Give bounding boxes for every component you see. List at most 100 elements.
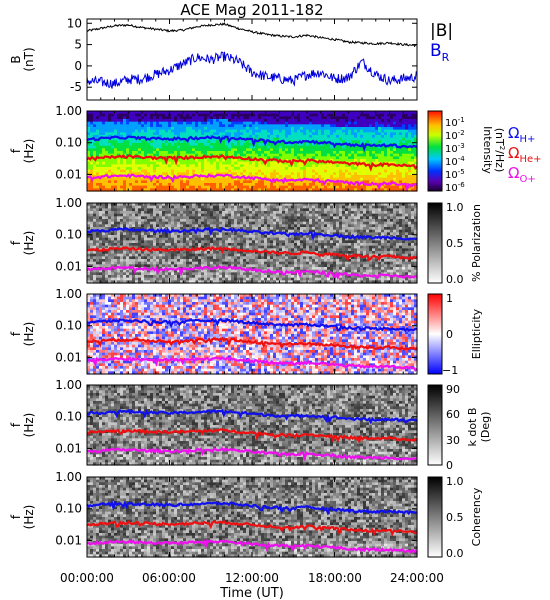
- spectrogram-cell: [252, 145, 256, 149]
- spectrogram-cell: [93, 129, 97, 133]
- spectrogram-cell: [159, 153, 163, 157]
- spectrogram-cell: [126, 232, 130, 236]
- spectrogram-cell: [96, 232, 100, 236]
- spectrogram-cell: [360, 145, 364, 149]
- spectrogram-cell: [234, 111, 238, 115]
- spectrogram-cell: [264, 119, 268, 123]
- spectrogram-cell: [177, 124, 181, 128]
- spectrogram-cell: [246, 111, 250, 115]
- spectrogram-cell: [354, 137, 358, 141]
- spectrogram-cell: [339, 167, 343, 171]
- spectrogram-cell: [276, 156, 280, 160]
- spectrogram-cell: [165, 172, 169, 176]
- spectrogram-cell: [147, 119, 151, 123]
- spectrogram-cell: [132, 113, 136, 117]
- spectrogram-cell: [252, 151, 256, 155]
- spectrogram-cell: [171, 269, 175, 273]
- spectrogram-cell: [177, 121, 181, 125]
- spectrogram-cell: [405, 135, 409, 139]
- spectrogram-cell: [369, 111, 373, 115]
- spectrogram-cell: [126, 124, 130, 128]
- spectrogram-cell: [120, 167, 124, 171]
- spectrogram-cell: [231, 277, 235, 281]
- spectrogram-cell: [243, 121, 247, 125]
- spectrogram-cell: [138, 203, 142, 207]
- spectrogram-cell: [177, 111, 181, 115]
- spectrogram-cell: [363, 180, 367, 184]
- spectrogram-cell: [273, 153, 277, 157]
- spectrogram-cell: [213, 259, 217, 263]
- spectrogram-cell: [402, 132, 406, 136]
- spectrogram-cell: [99, 277, 103, 281]
- spectrogram-cell: [270, 119, 274, 123]
- spectrogram-cell: [138, 272, 142, 276]
- spectrogram-cell: [204, 164, 208, 168]
- spectrogram-cell: [252, 156, 256, 160]
- spectrogram-cell: [177, 256, 181, 260]
- spectrogram-cell: [138, 111, 142, 115]
- spectrogram-cell: [171, 164, 175, 168]
- spectrogram-cell: [231, 235, 235, 239]
- spectrogram-cell: [303, 172, 307, 176]
- spectrogram-cell: [99, 213, 103, 217]
- spectrogram-cell: [87, 124, 91, 128]
- spectrogram-cell: [189, 264, 193, 268]
- spectrogram-cell: [129, 261, 133, 265]
- spectrogram-cell: [168, 245, 172, 249]
- spectrogram-cell: [180, 140, 184, 144]
- spectrogram-cell: [309, 143, 313, 147]
- spectrogram-cell: [201, 277, 205, 281]
- spectrogram-cell: [165, 275, 169, 279]
- spectrogram-cell: [231, 259, 235, 263]
- spectrogram-cell: [243, 272, 247, 276]
- spectrogram-cell: [150, 116, 154, 120]
- spectrogram-cell: [231, 121, 235, 125]
- spectrogram-cell: [321, 169, 325, 173]
- spectrogram-cell: [327, 161, 331, 165]
- spectrogram-cell: [138, 253, 142, 257]
- spectrogram-cell: [351, 135, 355, 139]
- spectrogram-cell: [102, 275, 106, 279]
- spectrogram-cell: [249, 143, 253, 147]
- spectrogram-cell: [357, 151, 361, 155]
- spectrogram-cell: [171, 172, 175, 176]
- spectrogram-cell: [345, 177, 349, 181]
- spectrogram-cell: [147, 256, 151, 260]
- spectrogram-cell: [132, 145, 136, 149]
- spectrogram-cell: [177, 243, 181, 247]
- spectrogram-cell: [171, 153, 175, 157]
- spectrogram-cell: [117, 224, 121, 228]
- spectrogram-cell: [405, 172, 409, 176]
- spectrogram-cell: [279, 148, 283, 152]
- spectrogram-cell: [372, 169, 376, 173]
- spectrogram-cell: [384, 185, 388, 189]
- spectrogram-cell: [147, 205, 151, 209]
- spectrogram-cell: [207, 148, 211, 152]
- spectrogram-cell: [279, 180, 283, 184]
- spectrogram-cell: [372, 113, 376, 117]
- spectrogram-cell: [162, 219, 166, 223]
- spectrogram-cell: [132, 264, 136, 268]
- spectrogram-cell: [96, 143, 100, 147]
- spectrogram-cell: [156, 113, 160, 117]
- spectrogram-cell: [108, 277, 112, 281]
- spectrogram-cell: [141, 240, 145, 244]
- spectrogram-cell: [159, 127, 163, 131]
- spectrogram-cell: [99, 129, 103, 133]
- spectrogram-cell: [135, 159, 139, 163]
- spectrogram-cell: [165, 280, 169, 284]
- spectrogram-cell: [108, 164, 112, 168]
- spectrogram-cell: [114, 243, 118, 247]
- spectrogram-cell: [324, 145, 328, 149]
- spectrogram-cell: [234, 153, 238, 157]
- spectrogram-cell: [381, 167, 385, 171]
- spectrogram-cell: [285, 143, 289, 147]
- spectrogram-cell: [336, 156, 340, 160]
- spectrogram-cell: [318, 121, 322, 125]
- spectrogram-cell: [276, 153, 280, 157]
- spectrogram-cell: [93, 227, 97, 231]
- spectrogram-cell: [279, 121, 283, 125]
- spectrogram-cell: [120, 129, 124, 133]
- spectrogram-cell: [207, 111, 211, 115]
- spectrogram-cell: [216, 127, 220, 131]
